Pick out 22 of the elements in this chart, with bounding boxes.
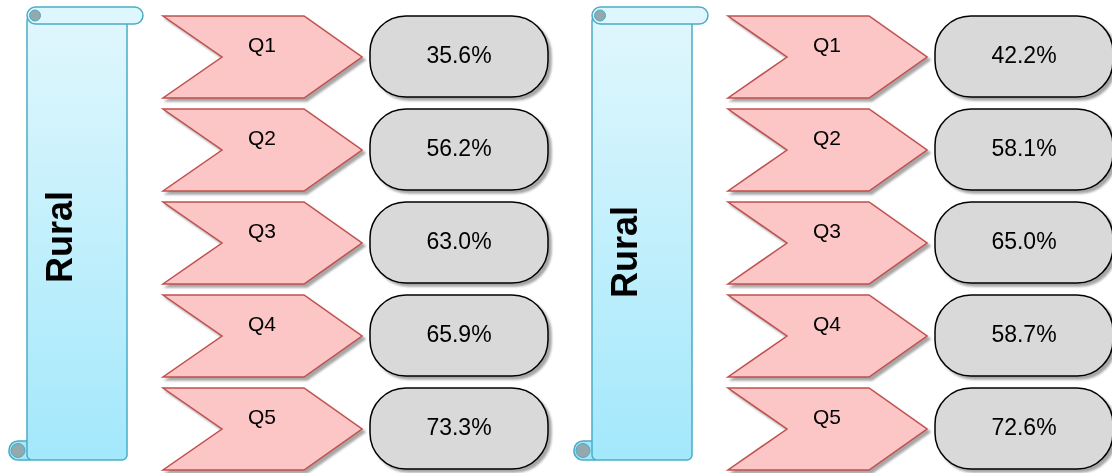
data-label: 58.1% [991, 135, 1057, 162]
data-label: 73.3% [426, 414, 492, 441]
category-label: Q4 [247, 311, 277, 335]
data-label: 65.0% [991, 228, 1057, 255]
category-label: Q3 [247, 218, 277, 242]
category-label: Q2 [812, 125, 842, 149]
text: Rural [603, 205, 645, 299]
data-label: 56.2% [426, 135, 492, 162]
text: Rural [38, 190, 80, 284]
category-label: Q2 [247, 125, 277, 149]
data-label: 58.7% [991, 321, 1057, 348]
category-label: Q1 [812, 32, 842, 56]
category-label: Q5 [812, 404, 842, 428]
data-label: 63.0% [426, 228, 492, 255]
category-label: Q1 [247, 32, 277, 56]
data-label: 35.6% [426, 42, 492, 69]
data-label: 65.9% [426, 321, 492, 348]
category-label: Q5 [247, 404, 277, 428]
data-label: 42.2% [991, 42, 1057, 69]
category-label: Q4 [812, 311, 842, 335]
category-label: Q3 [812, 218, 842, 242]
data-label: 72.6% [991, 414, 1057, 441]
